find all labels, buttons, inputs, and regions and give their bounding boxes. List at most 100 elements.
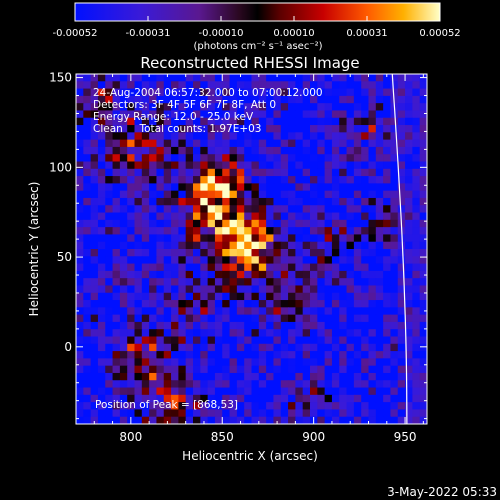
heatmap-cell xyxy=(171,292,179,301)
heatmap-cell xyxy=(346,103,355,112)
heatmap-cell xyxy=(419,81,427,90)
heatmap-cell xyxy=(127,146,136,155)
heatmap-cell xyxy=(339,212,348,221)
heatmap-cell xyxy=(368,176,377,184)
heatmap-cell xyxy=(251,183,260,192)
heatmap-cell xyxy=(200,103,209,112)
heatmap-cell xyxy=(97,300,106,308)
heatmap-cell xyxy=(171,402,179,411)
heatmap-cell xyxy=(207,146,216,155)
heatmap-cell xyxy=(419,205,427,214)
heatmap-cell xyxy=(390,307,399,316)
heatmap-cell xyxy=(324,387,333,396)
heatmap-cell xyxy=(288,125,296,133)
heatmap-cell xyxy=(288,314,296,323)
heatmap-cell xyxy=(244,249,253,257)
heatmap-cell xyxy=(141,365,150,374)
heatmap-cell xyxy=(266,358,275,367)
heatmap-cell xyxy=(412,154,421,163)
heatmap-cell xyxy=(258,117,267,126)
heatmap-cell xyxy=(405,95,413,104)
heatmap-cell xyxy=(207,81,216,90)
heatmap-cell xyxy=(127,139,136,148)
heatmap-cell xyxy=(310,139,318,148)
heatmap-cell xyxy=(83,300,92,308)
heatmap-cell xyxy=(280,205,289,214)
heatmap-cell xyxy=(317,95,326,104)
heatmap-cell xyxy=(119,241,128,250)
heatmap-cell xyxy=(171,81,179,90)
heatmap-cell xyxy=(368,161,377,170)
heatmap-cell xyxy=(273,263,282,272)
heatmap-cell xyxy=(339,394,348,403)
heatmap-cell xyxy=(288,176,296,184)
heatmap-cell xyxy=(361,176,370,184)
heatmap-cell xyxy=(317,125,326,133)
heatmap-cell xyxy=(185,402,194,411)
heatmap-cell xyxy=(419,103,427,112)
heatmap-cell xyxy=(149,336,158,345)
heatmap-cell xyxy=(273,176,282,184)
heatmap-cell xyxy=(156,307,165,316)
heatmap-cell xyxy=(178,95,187,104)
heatmap-cell xyxy=(317,380,326,389)
heatmap-cell xyxy=(419,278,427,287)
heatmap-cell xyxy=(134,263,143,272)
heatmap-cell xyxy=(105,176,114,184)
heatmap-cell xyxy=(390,270,399,279)
heatmap-cell xyxy=(119,314,128,323)
heatmap-cell xyxy=(83,139,92,148)
heatmap-cell xyxy=(97,394,106,403)
heatmap-cell xyxy=(390,402,399,411)
heatmap-cell xyxy=(134,314,143,323)
heatmap-cell xyxy=(105,249,114,257)
heatmap-cell xyxy=(346,336,355,345)
heatmap-cell xyxy=(112,205,121,214)
heatmap-cell xyxy=(200,74,209,82)
heatmap-cell xyxy=(149,292,158,301)
heatmap-cell xyxy=(244,292,253,301)
heatmap-cell xyxy=(141,81,150,90)
heatmap-cell xyxy=(288,394,296,403)
heatmap-cell xyxy=(361,95,370,104)
heatmap-cell xyxy=(390,380,399,389)
heatmap-cell xyxy=(331,336,340,345)
heatmap-cell xyxy=(302,372,311,381)
heatmap-cell xyxy=(383,110,392,119)
heatmap-cell xyxy=(76,190,84,199)
heatmap-cell xyxy=(185,139,194,148)
heatmap-cell xyxy=(419,329,427,338)
annotation-energy-range: Energy Range: 12.0 - 25.0 keV xyxy=(93,111,254,123)
heatmap-cell xyxy=(383,314,392,323)
heatmap-cell xyxy=(119,416,128,424)
heatmap-cell xyxy=(112,183,121,192)
heatmap-cell xyxy=(339,300,348,308)
heatmap-cell xyxy=(76,95,84,104)
heatmap-cell xyxy=(178,343,187,352)
heatmap-cell xyxy=(324,110,333,119)
heatmap-cell xyxy=(390,146,399,155)
heatmap-cell xyxy=(288,263,296,272)
heatmap-cell xyxy=(375,321,384,330)
heatmap-cell xyxy=(251,205,260,214)
heatmap-cell xyxy=(324,183,333,192)
heatmap-cell xyxy=(97,358,106,367)
heatmap-cell xyxy=(361,343,370,352)
heatmap-cell xyxy=(302,212,311,221)
heatmap-cell xyxy=(419,227,427,236)
heatmap-cell xyxy=(295,154,304,163)
heatmap-cell xyxy=(105,227,114,236)
heatmap-cell xyxy=(295,95,304,104)
heatmap-cell xyxy=(258,132,267,141)
heatmap-cell xyxy=(375,154,384,163)
heatmap-cell xyxy=(331,372,340,381)
heatmap-cell xyxy=(353,307,362,316)
heatmap-cell xyxy=(134,336,143,345)
heatmap-cell xyxy=(207,219,216,228)
heatmap-cell xyxy=(353,132,362,141)
heatmap-cell xyxy=(390,256,399,265)
heatmap-cell xyxy=(141,103,150,112)
heatmap-cell xyxy=(119,263,128,272)
heatmap-cell xyxy=(149,402,158,411)
heatmap-cell xyxy=(310,343,318,352)
